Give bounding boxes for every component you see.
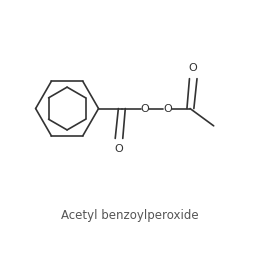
Text: Acetyl benzoylperoxide: Acetyl benzoylperoxide: [61, 209, 199, 222]
Text: O: O: [140, 104, 149, 114]
Text: O: O: [163, 104, 172, 114]
Text: O: O: [115, 144, 123, 154]
Text: O: O: [189, 63, 198, 73]
